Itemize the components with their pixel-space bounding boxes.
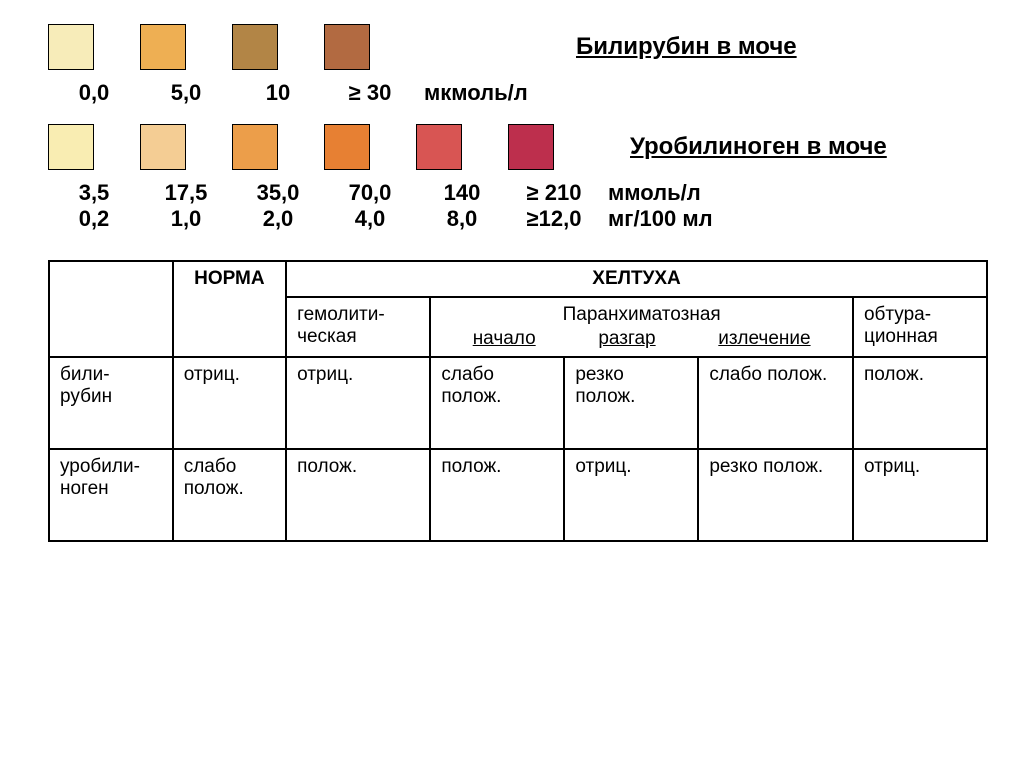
urobilinogen-unit-1: ммоль/л <box>608 180 701 206</box>
urobilinogen-unit-2: мг/100 мл <box>608 206 713 232</box>
row0-paren-cure: слабо полож. <box>698 357 853 449</box>
table-row: били-рубин отриц. отриц. слабо полож. ре… <box>49 357 987 449</box>
th-paren-peak: разгар <box>594 328 659 350</box>
urobilinogen-label1-4: 140 <box>416 180 508 206</box>
row1-obstructive: отриц. <box>853 449 987 541</box>
th-hemolytic: гемолити-ческая <box>286 297 430 357</box>
bilirubin-swatch-1 <box>140 24 232 70</box>
bilirubin-title: Билирубин в моче <box>576 33 797 61</box>
bilirubin-swatch-0 <box>48 24 140 70</box>
urobilinogen-label1-1: 17,5 <box>140 180 232 206</box>
urobilinogen-label1-5: ≥ 210 <box>508 180 600 206</box>
bilirubin-unit: мкмоль/л <box>424 80 528 106</box>
th-hemolytic-text: гемолити-ческая <box>297 304 385 347</box>
bilirubin-swatch-2 <box>232 24 324 70</box>
th-parenchymatous: Паранхиматозная начало разгар излечение <box>430 297 853 357</box>
color-swatch <box>232 24 278 70</box>
row1-hemolytic: полож. <box>286 449 430 541</box>
th-norm: НОРМА <box>173 261 286 357</box>
row0-norm: отриц. <box>173 357 286 449</box>
urobilinogen-label2-0: 0,2 <box>48 206 140 232</box>
th-paren-sub: начало разгар излечение <box>441 328 842 350</box>
row0-param: били-рубин <box>49 357 173 449</box>
th-param-blank <box>49 261 173 357</box>
color-swatch <box>140 124 186 170</box>
color-swatch <box>508 124 554 170</box>
urobilinogen-label2-1: 1,0 <box>140 206 232 232</box>
urobilinogen-swatch-1 <box>140 124 232 170</box>
urobilinogen-scale: Уробилиноген в моче 3,517,535,070,0140≥ … <box>48 124 988 232</box>
urobilinogen-swatch-4 <box>416 124 508 170</box>
bilirubin-swatch-3 <box>324 24 416 70</box>
row0-paren-start: слабо полож. <box>430 357 564 449</box>
color-swatch <box>48 124 94 170</box>
row1-param: уробили-ноген <box>49 449 173 541</box>
table-header-row-1: НОРМА ХЕЛТУХА <box>49 261 987 297</box>
bilirubin-swatch-row: Билирубин в моче <box>48 24 988 70</box>
bilirubin-labels: 0,05,010≥ 30 мкмоль/л <box>48 80 988 106</box>
color-swatch <box>324 124 370 170</box>
row1-paren-peak: отриц. <box>564 449 698 541</box>
bilirubin-label-0: 0,0 <box>48 80 140 106</box>
row1-paren-start: полож. <box>430 449 564 541</box>
urobilinogen-swatch-3 <box>324 124 416 170</box>
row1-paren-cure: резко полож. <box>698 449 853 541</box>
urobilinogen-label2-5: ≥12,0 <box>508 206 600 232</box>
bilirubin-label-3: ≥ 30 <box>324 80 416 106</box>
urobilinogen-labels-2: 0,21,02,04,08,0≥12,0 мг/100 мл <box>48 206 988 232</box>
urobilinogen-label1-3: 70,0 <box>324 180 416 206</box>
urobilinogen-labels-1: 3,517,535,070,0140≥ 210 ммоль/л <box>48 180 988 206</box>
urobilinogen-swatch-2 <box>232 124 324 170</box>
th-paren-cure: излечение <box>714 328 814 350</box>
jaundice-table: НОРМА ХЕЛТУХА гемолити-ческая Паранхимат… <box>48 260 988 542</box>
color-swatch <box>140 24 186 70</box>
th-jaundice: ХЕЛТУХА <box>286 261 987 297</box>
row1-norm: слабо полож. <box>173 449 286 541</box>
urobilinogen-swatch-0 <box>48 124 140 170</box>
th-paren-start: начало <box>469 328 540 350</box>
urobilinogen-label1-0: 3,5 <box>48 180 140 206</box>
th-obstructive-text: обтура-ционная <box>864 304 938 347</box>
bilirubin-scale: Билирубин в моче 0,05,010≥ 30 мкмоль/л <box>48 24 988 106</box>
bilirubin-label-2: 10 <box>232 80 324 106</box>
bilirubin-label-1: 5,0 <box>140 80 232 106</box>
urobilinogen-label2-3: 4,0 <box>324 206 416 232</box>
urobilinogen-label1-2: 35,0 <box>232 180 324 206</box>
color-swatch <box>232 124 278 170</box>
row0-hemolytic: отриц. <box>286 357 430 449</box>
row0-paren-peak: резко полож. <box>564 357 698 449</box>
urobilinogen-title: Уробилиноген в моче <box>630 133 887 161</box>
urobilinogen-label2-4: 8,0 <box>416 206 508 232</box>
urobilinogen-swatch-5 <box>508 124 600 170</box>
color-swatch <box>416 124 462 170</box>
row0-obstructive: полож. <box>853 357 987 449</box>
color-swatch <box>324 24 370 70</box>
color-swatch <box>48 24 94 70</box>
th-obstructive: обтура-ционная <box>853 297 987 357</box>
urobilinogen-swatch-row: Уробилиноген в моче <box>48 124 988 170</box>
th-paren-title: Паранхиматозная <box>441 304 842 326</box>
urobilinogen-label2-2: 2,0 <box>232 206 324 232</box>
table-row: уробили-ноген слабо полож. полож. полож.… <box>49 449 987 541</box>
